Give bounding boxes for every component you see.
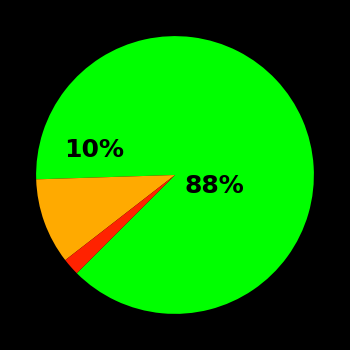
Wedge shape	[36, 36, 314, 314]
Wedge shape	[65, 175, 175, 273]
Wedge shape	[36, 175, 175, 260]
Text: 88%: 88%	[184, 174, 244, 198]
Text: 10%: 10%	[64, 138, 125, 162]
